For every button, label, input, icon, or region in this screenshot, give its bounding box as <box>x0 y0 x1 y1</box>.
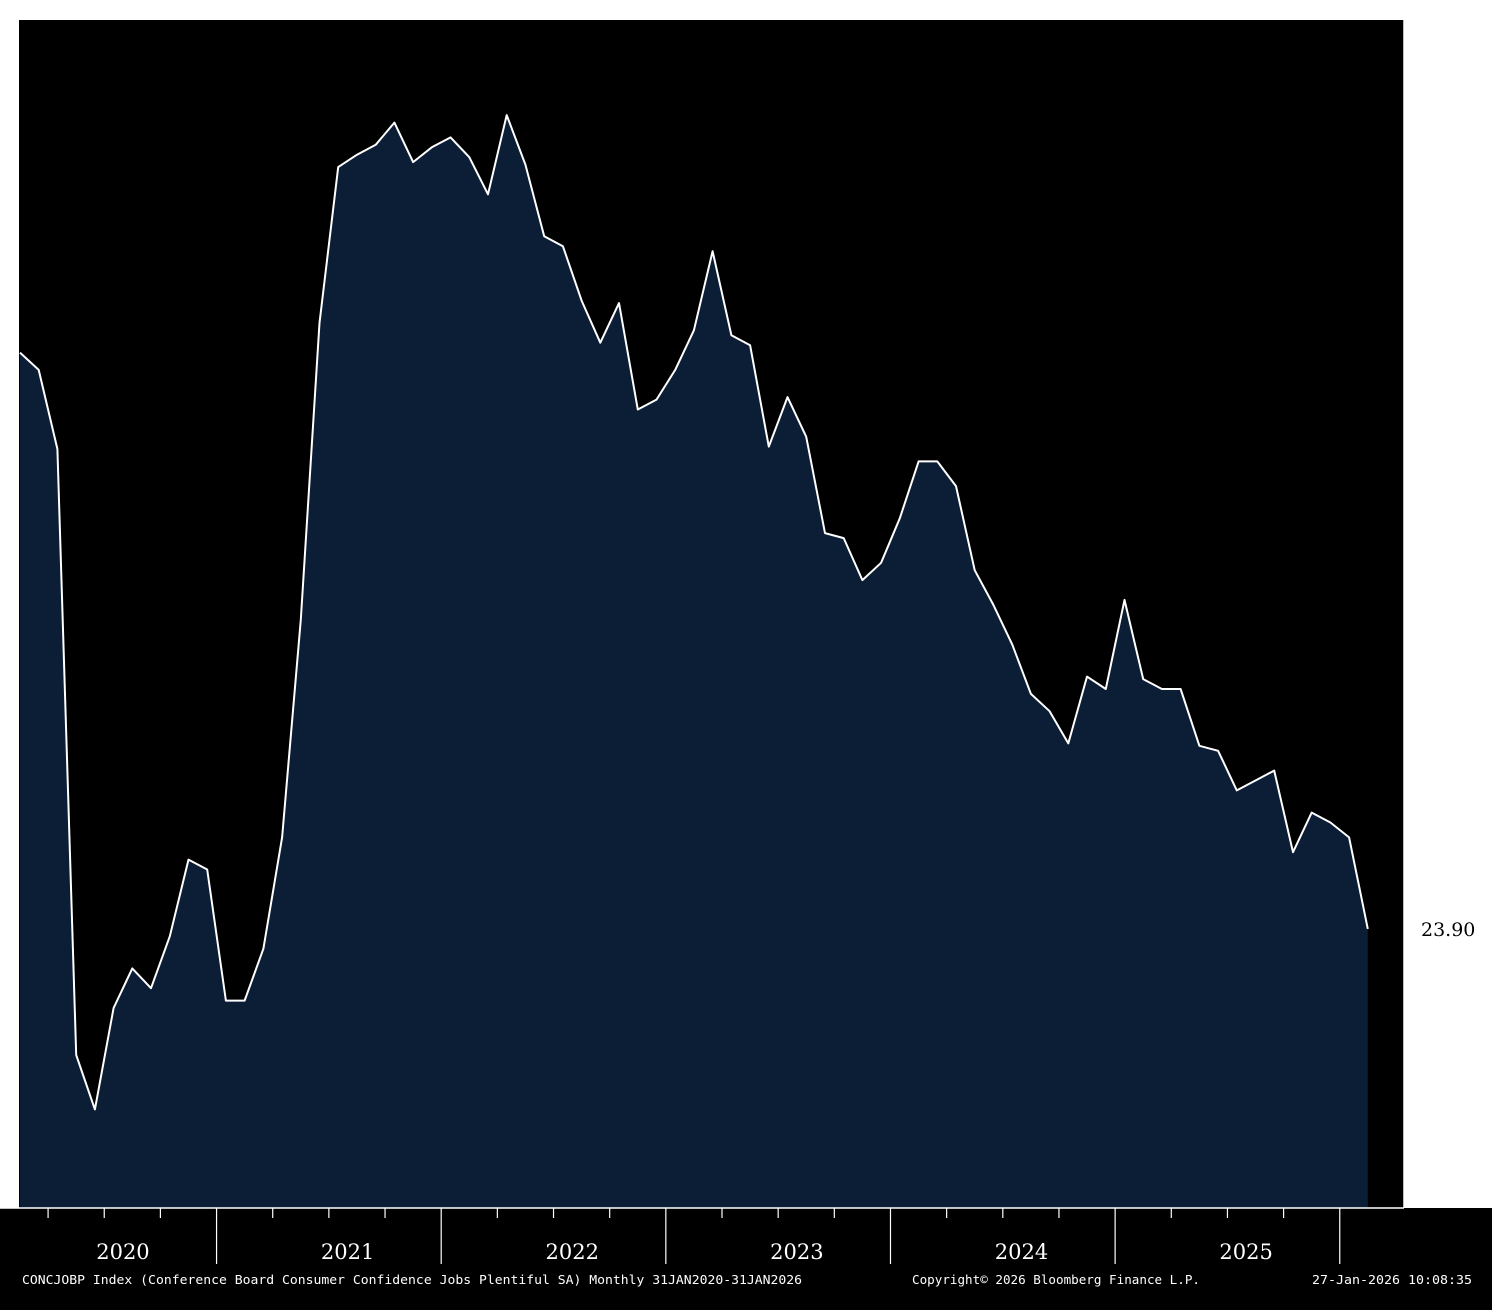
y-tick-label: 40 <box>1414 521 1438 543</box>
y-tick-label: 30 <box>1414 768 1438 790</box>
y-tick-label: 50 <box>1414 273 1438 295</box>
x-tick-label: 2021 <box>321 1240 374 1264</box>
x-tick-label: 2020 <box>96 1240 149 1264</box>
timestamp: 27-Jan-2026 10:08:35 <box>1312 1272 1472 1287</box>
y-tick-label: 35 <box>1414 644 1438 666</box>
x-tick-label: 2024 <box>995 1240 1048 1264</box>
y-tick-label: 25 <box>1414 892 1438 914</box>
x-tick-label: 2023 <box>770 1240 823 1264</box>
x-tick-label: 2025 <box>1219 1240 1272 1264</box>
area-series <box>20 115 1368 1209</box>
last-value-label: 23.90 <box>1421 919 1475 941</box>
y-tick-label: 60 <box>1414 26 1438 48</box>
last-value-marker: 23.90 <box>1407 915 1475 942</box>
x-axis-band <box>0 1208 1492 1310</box>
series-description: CONCJOBP Index (Conference Board Consume… <box>22 1272 802 1287</box>
x-tick-label: 2022 <box>546 1240 599 1264</box>
y-tick-label: 55 <box>1414 150 1438 172</box>
chart-footer: CONCJOBP Index (Conference Board Consume… <box>22 1272 1472 1287</box>
y-axis: 15 20 25 30 35 40 45 50 55 60 <box>1403 20 1438 1208</box>
x-axis: 2020 2021 2022 2023 2024 2025 <box>0 1207 1404 1264</box>
copyright-notice: Copyright© 2026 Bloomberg Finance L.P. <box>912 1272 1200 1287</box>
y-tick-label: 15 <box>1414 1139 1438 1161</box>
y-tick-label: 45 <box>1414 397 1438 419</box>
series-line <box>19 114 1369 1111</box>
y-tick-label: 20 <box>1414 1015 1438 1037</box>
last-value-box <box>1407 915 1475 942</box>
